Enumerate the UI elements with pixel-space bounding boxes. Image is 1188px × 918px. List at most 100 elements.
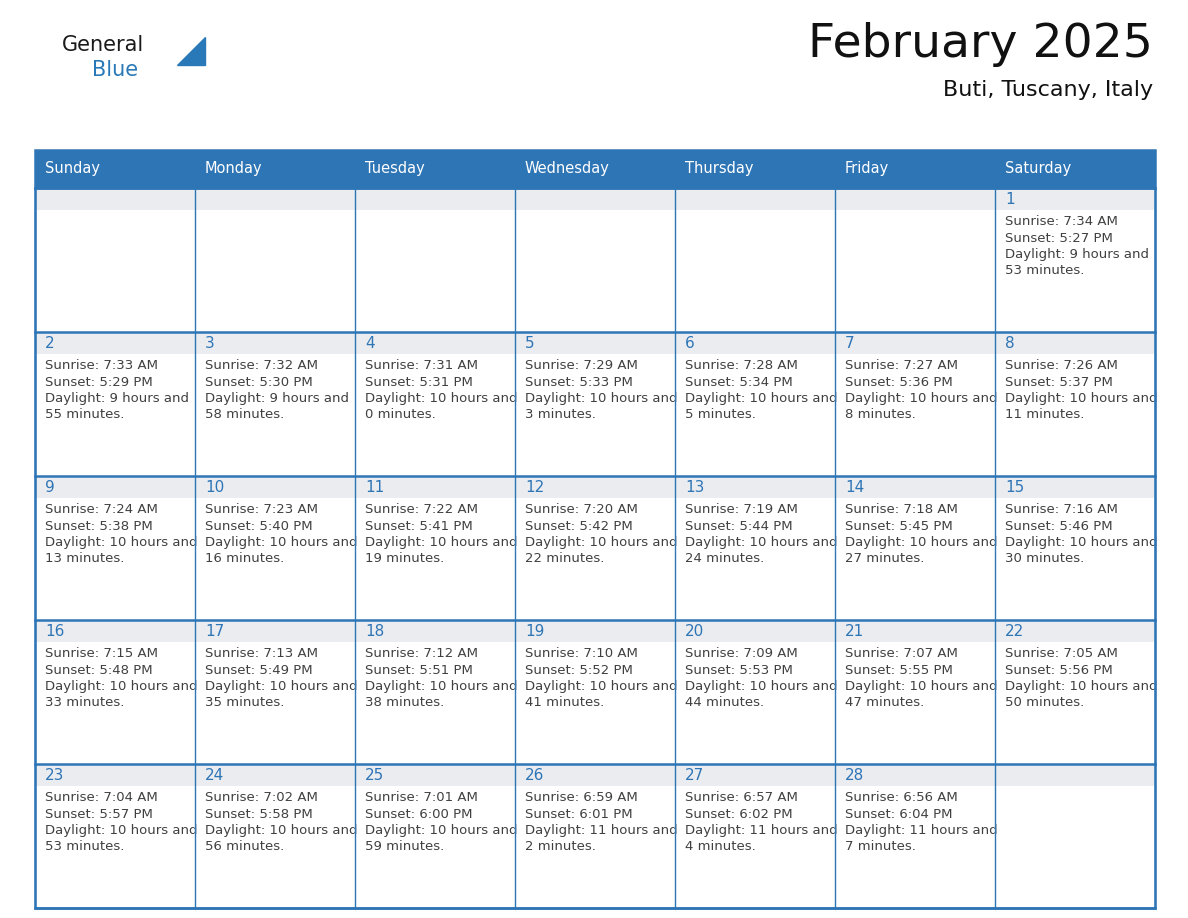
Text: 2: 2: [45, 336, 55, 351]
Text: 7: 7: [845, 336, 854, 351]
Text: Sunrise: 7:32 AM: Sunrise: 7:32 AM: [206, 359, 318, 372]
Bar: [34, 332, 195, 354]
Text: Thursday: Thursday: [685, 162, 753, 176]
Text: Sunrise: 7:29 AM: Sunrise: 7:29 AM: [525, 359, 638, 372]
Text: Wednesday: Wednesday: [525, 162, 609, 176]
Bar: [835, 188, 996, 210]
Text: Daylight: 10 hours and: Daylight: 10 hours and: [365, 536, 518, 549]
Text: Sunset: 5:29 PM: Sunset: 5:29 PM: [45, 375, 153, 388]
Text: Sunset: 6:02 PM: Sunset: 6:02 PM: [685, 808, 792, 821]
Text: 25: 25: [365, 768, 384, 783]
Bar: [996, 188, 1155, 210]
Text: 1: 1: [1005, 192, 1015, 207]
Text: Sunrise: 7:01 AM: Sunrise: 7:01 AM: [365, 791, 478, 804]
Text: 56 minutes.: 56 minutes.: [206, 841, 284, 854]
Bar: [34, 642, 195, 764]
Bar: [355, 476, 516, 498]
Text: Daylight: 10 hours and: Daylight: 10 hours and: [1005, 680, 1157, 693]
Bar: [835, 354, 996, 476]
Bar: [516, 498, 675, 620]
Bar: [195, 498, 355, 620]
Text: Sunrise: 6:59 AM: Sunrise: 6:59 AM: [525, 791, 638, 804]
Text: Tuesday: Tuesday: [365, 162, 425, 176]
Text: 53 minutes.: 53 minutes.: [1005, 264, 1085, 277]
Bar: [835, 498, 996, 620]
Text: Sunrise: 7:20 AM: Sunrise: 7:20 AM: [525, 503, 638, 516]
Text: 55 minutes.: 55 minutes.: [45, 409, 125, 421]
Text: 3: 3: [206, 336, 215, 351]
Text: Sunset: 5:27 PM: Sunset: 5:27 PM: [1005, 231, 1113, 244]
Text: Daylight: 10 hours and: Daylight: 10 hours and: [845, 536, 998, 549]
Text: Daylight: 10 hours and: Daylight: 10 hours and: [685, 392, 838, 405]
Bar: [34, 786, 195, 908]
Text: Sunrise: 7:02 AM: Sunrise: 7:02 AM: [206, 791, 318, 804]
Text: 17: 17: [206, 624, 225, 639]
Text: Sunset: 5:52 PM: Sunset: 5:52 PM: [525, 664, 633, 677]
Text: 15: 15: [1005, 480, 1024, 495]
Text: 35 minutes.: 35 minutes.: [206, 697, 284, 710]
Text: Sunset: 6:04 PM: Sunset: 6:04 PM: [845, 808, 953, 821]
Text: Buti, Tuscany, Italy: Buti, Tuscany, Italy: [943, 80, 1154, 100]
Text: Sunrise: 7:04 AM: Sunrise: 7:04 AM: [45, 791, 158, 804]
Text: 2 minutes.: 2 minutes.: [525, 841, 596, 854]
Bar: [355, 188, 516, 210]
Bar: [516, 354, 675, 476]
Text: 9: 9: [45, 480, 55, 495]
Text: Sunset: 5:33 PM: Sunset: 5:33 PM: [525, 375, 633, 388]
Text: Sunrise: 7:07 AM: Sunrise: 7:07 AM: [845, 647, 958, 660]
Text: Sunset: 5:34 PM: Sunset: 5:34 PM: [685, 375, 792, 388]
Bar: [835, 786, 996, 908]
Text: Sunrise: 7:05 AM: Sunrise: 7:05 AM: [1005, 647, 1118, 660]
Bar: [355, 498, 516, 620]
Text: 21: 21: [845, 624, 864, 639]
Bar: [34, 188, 195, 210]
Text: 22: 22: [1005, 624, 1024, 639]
Text: Daylight: 10 hours and: Daylight: 10 hours and: [525, 536, 677, 549]
Text: Sunrise: 7:27 AM: Sunrise: 7:27 AM: [845, 359, 958, 372]
Bar: [835, 764, 996, 786]
Text: Sunrise: 7:10 AM: Sunrise: 7:10 AM: [525, 647, 638, 660]
Bar: [195, 332, 355, 354]
Bar: [516, 476, 675, 498]
Text: 33 minutes.: 33 minutes.: [45, 697, 125, 710]
Text: 20: 20: [685, 624, 704, 639]
Bar: [996, 642, 1155, 764]
Text: Sunset: 6:01 PM: Sunset: 6:01 PM: [525, 808, 633, 821]
Text: Blue: Blue: [91, 60, 138, 80]
Text: 19: 19: [525, 624, 544, 639]
Text: Daylight: 10 hours and: Daylight: 10 hours and: [45, 536, 197, 549]
Bar: [996, 332, 1155, 354]
Bar: [355, 642, 516, 764]
Text: Daylight: 9 hours and: Daylight: 9 hours and: [45, 392, 189, 405]
Bar: [355, 210, 516, 332]
Text: 14: 14: [845, 480, 864, 495]
Bar: [675, 764, 835, 786]
Text: Daylight: 10 hours and: Daylight: 10 hours and: [685, 536, 838, 549]
Text: 53 minutes.: 53 minutes.: [45, 841, 125, 854]
Text: Sunset: 5:57 PM: Sunset: 5:57 PM: [45, 808, 153, 821]
Bar: [675, 332, 835, 354]
Text: Sunrise: 7:18 AM: Sunrise: 7:18 AM: [845, 503, 958, 516]
Bar: [34, 354, 195, 476]
Text: 22 minutes.: 22 minutes.: [525, 553, 605, 565]
Text: Sunset: 5:46 PM: Sunset: 5:46 PM: [1005, 520, 1113, 532]
Text: Daylight: 10 hours and: Daylight: 10 hours and: [845, 392, 998, 405]
Text: Sunset: 5:58 PM: Sunset: 5:58 PM: [206, 808, 312, 821]
Bar: [34, 476, 195, 498]
Text: Sunset: 5:36 PM: Sunset: 5:36 PM: [845, 375, 953, 388]
Text: Daylight: 10 hours and: Daylight: 10 hours and: [45, 680, 197, 693]
Bar: [355, 764, 516, 786]
Text: Sunrise: 7:09 AM: Sunrise: 7:09 AM: [685, 647, 798, 660]
Bar: [675, 354, 835, 476]
Text: Sunday: Sunday: [45, 162, 100, 176]
Bar: [516, 332, 675, 354]
Text: Sunrise: 7:34 AM: Sunrise: 7:34 AM: [1005, 215, 1118, 228]
Text: 18: 18: [365, 624, 384, 639]
Text: 47 minutes.: 47 minutes.: [845, 697, 924, 710]
Text: 8 minutes.: 8 minutes.: [845, 409, 916, 421]
Text: 4: 4: [365, 336, 374, 351]
Text: 59 minutes.: 59 minutes.: [365, 841, 444, 854]
Bar: [34, 620, 195, 642]
Bar: [835, 476, 996, 498]
Text: Sunset: 5:37 PM: Sunset: 5:37 PM: [1005, 375, 1113, 388]
